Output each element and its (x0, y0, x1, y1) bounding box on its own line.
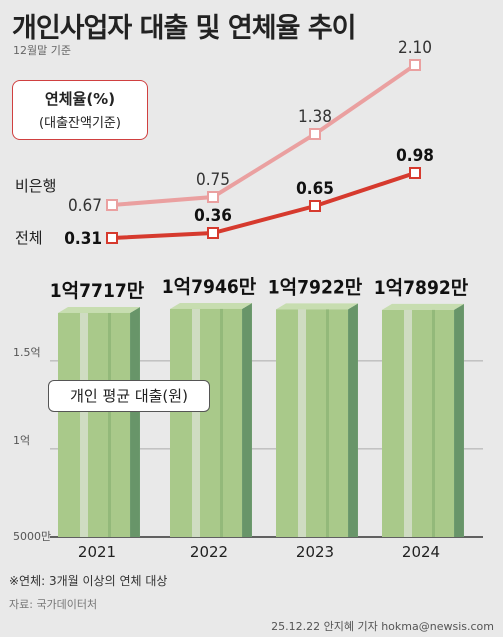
bar-band (80, 312, 88, 537)
bar-top (170, 302, 252, 309)
bar-money-stack (58, 306, 140, 537)
x-tick-label: 2024 (402, 543, 440, 561)
y-tick-label: 5000만 (13, 530, 51, 543)
line-data-label: 0.36 (194, 206, 232, 226)
credit-line: 25.12.22 안지혜 기자 hokma@newsis.com (271, 620, 494, 633)
bar-front (276, 309, 348, 537)
x-tick-label: 2023 (296, 543, 334, 561)
bar-band (192, 308, 200, 537)
bar-money-stack (276, 303, 358, 537)
line-data-label: 0.67 (68, 196, 102, 216)
bar-front (170, 308, 242, 537)
line-data-label: 1.38 (298, 107, 332, 127)
x-tick-label: 2021 (78, 543, 116, 561)
rate-legend-subtitle: (대출잔액기준) (39, 116, 121, 131)
bar-side (130, 306, 140, 537)
line-point (409, 167, 421, 179)
bar-value-label: 1억7717만 (50, 280, 145, 302)
source-note: 자료: 국가데이터처 (9, 598, 98, 611)
y-tick-label: 1억 (13, 434, 30, 447)
rate-legend-title: 연체율(%) (44, 90, 116, 108)
line-point (207, 191, 219, 203)
bar-top (382, 303, 464, 310)
bar-edge (432, 309, 435, 537)
line-point (106, 199, 118, 211)
line-data-label: 0.31 (64, 229, 102, 249)
line-data-label: 2.10 (398, 38, 432, 58)
line-data-label: 0.65 (296, 179, 334, 199)
bar-band (298, 309, 306, 537)
bar-side (242, 302, 252, 537)
line-point (309, 128, 321, 140)
series-label: 전체 (15, 229, 43, 247)
bar-money-stack (382, 303, 464, 537)
bar-value-label: 1억7922만 (268, 276, 363, 298)
line-point (309, 200, 321, 212)
series-label: 비은행 (15, 177, 56, 195)
line-nonbank (111, 63, 417, 207)
bar-side (454, 303, 464, 537)
bar-front (58, 312, 130, 537)
line-total (111, 171, 416, 240)
bar-edge (326, 309, 329, 537)
line-data-label: 0.75 (196, 170, 230, 190)
bar-top (276, 303, 358, 310)
bar-value-label: 1억7892만 (374, 277, 469, 299)
chart-title: 개인사업자 대출 및 연체율 추이 (12, 13, 357, 44)
avg-loan-label-box: 개인 평균 대출(원) (48, 380, 210, 412)
rate-legend-box: 연체율(%) (대출잔액기준) (12, 80, 148, 140)
bar-top (58, 306, 140, 313)
y-tick-label: 1.5억 (13, 346, 41, 359)
x-tick-label: 2022 (190, 543, 228, 561)
line-point (106, 232, 118, 244)
bar-band (404, 309, 412, 537)
line-point (409, 59, 421, 71)
bar-front (382, 309, 454, 537)
chart-subtitle: 12월말 기준 (13, 44, 71, 57)
line-data-label: 0.98 (396, 146, 434, 166)
footnote: ※연체: 3개월 이상의 연체 대상 (9, 574, 168, 588)
bar-money-stack (170, 302, 252, 537)
bar-side (348, 303, 358, 537)
line-point (207, 227, 219, 239)
bar-value-label: 1억7946만 (162, 276, 257, 298)
bar-edge (108, 312, 111, 537)
bar-edge (220, 308, 223, 537)
